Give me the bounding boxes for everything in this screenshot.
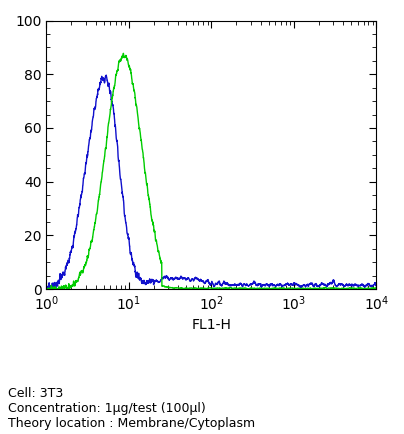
X-axis label: FL1-H: FL1-H xyxy=(191,318,231,332)
Text: Cell: 3T3
Concentration: 1μg/test (100μl)
Theory location : Membrane/Cytoplasm: Cell: 3T3 Concentration: 1μg/test (100μl… xyxy=(8,387,255,430)
